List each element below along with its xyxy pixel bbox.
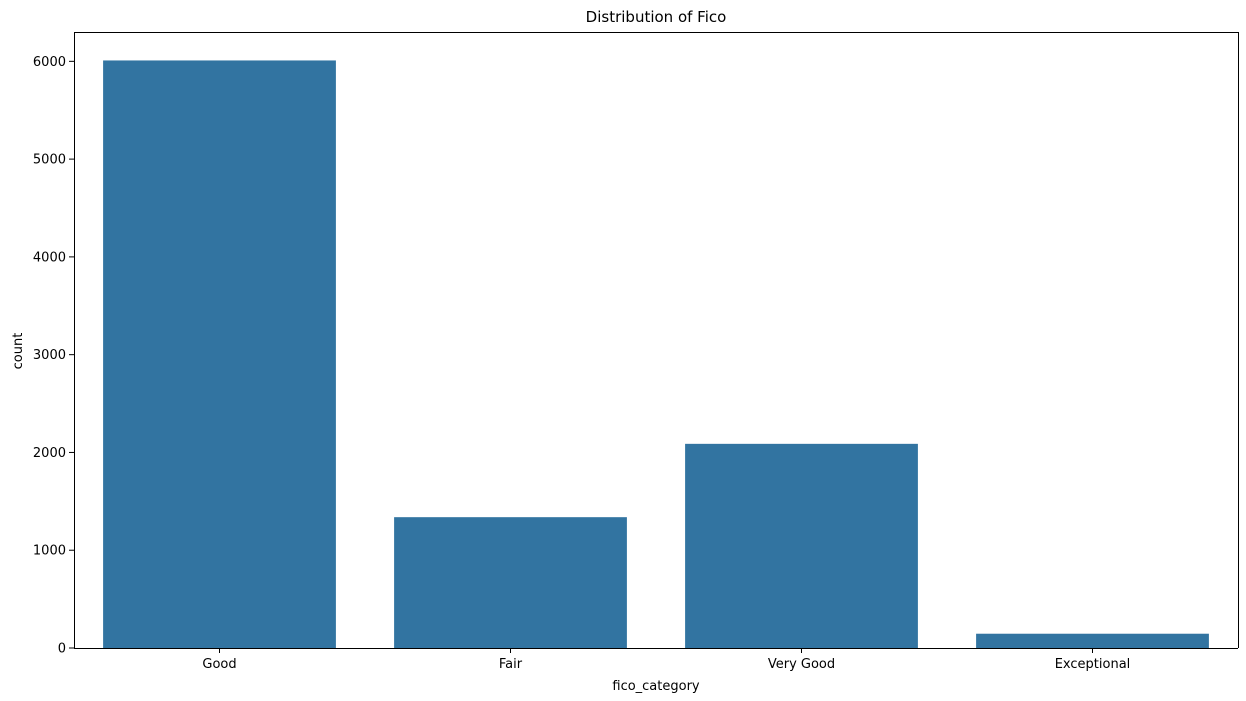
bar	[103, 60, 336, 649]
y-axis-ticks: 0 1000 2000 3000 4000 5000 6000	[33, 55, 74, 657]
y-tick-label: 1000	[33, 544, 66, 559]
bar	[685, 443, 918, 648]
y-tick-label: 6000	[33, 55, 66, 70]
x-tick-label: Fair	[499, 657, 523, 672]
x-tick-label: Good	[202, 657, 236, 672]
y-tick-label: 4000	[33, 250, 66, 265]
x-tick-label: Exceptional	[1055, 657, 1131, 672]
y-tick-label: 3000	[33, 348, 66, 363]
y-tick-label: 0	[58, 642, 66, 657]
y-tick-label: 2000	[33, 446, 66, 461]
bar	[976, 633, 1209, 648]
chart-title: Distribution of Fico	[586, 8, 727, 26]
bars	[103, 60, 1209, 649]
x-axis-ticks: Good Fair Very Good Exceptional	[202, 648, 1130, 672]
y-axis-label: count	[11, 333, 26, 370]
x-tick-label: Very Good	[768, 657, 835, 672]
x-axis-label: fico_category	[612, 679, 700, 694]
y-tick-label: 5000	[33, 153, 66, 168]
bar	[394, 517, 627, 648]
